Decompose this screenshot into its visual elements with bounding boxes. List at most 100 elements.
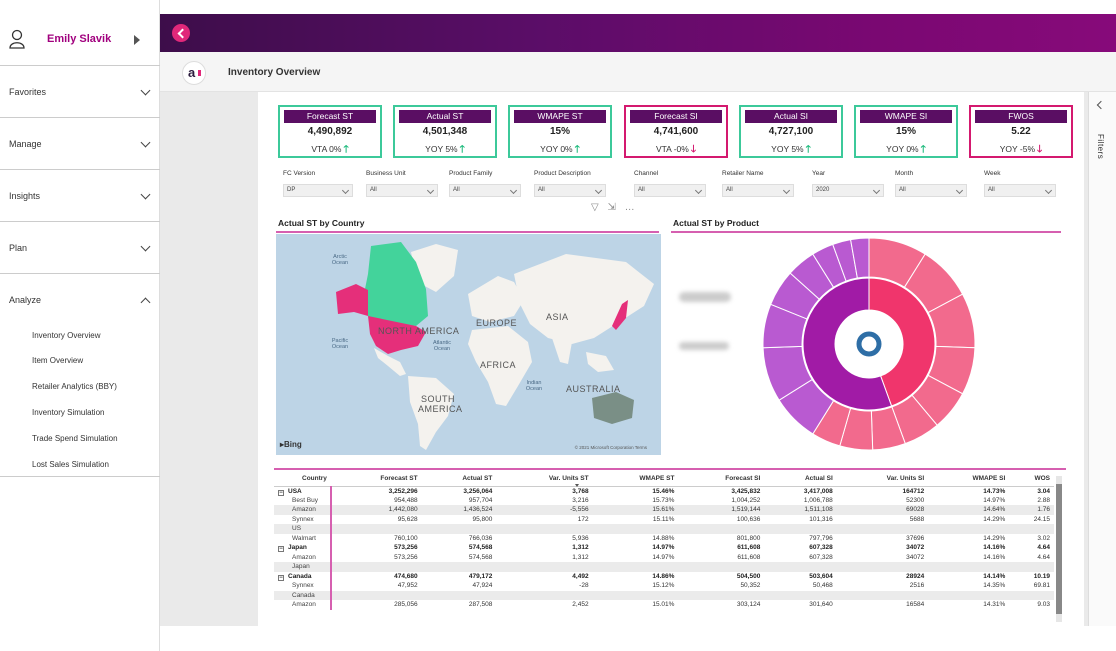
sunburst-segment[interactable] [850,237,870,279]
chevron-down-icon[interactable] [140,85,151,96]
table-cell: 474,680 [394,572,418,580]
data-table[interactable]: Country Forecast ST Actual ST Var. Units ST… [274,468,1066,626]
slicer-dropdown[interactable]: All [895,184,967,197]
nav-section-manage[interactable]: Manage [0,118,160,170]
nav-item-item-overview[interactable]: Item Overview [32,356,84,365]
slicer-product-family: Product Family All [449,170,521,197]
table-row[interactable]: Synnex 95,628 95,800 172 15.11% 100,636 101,31… [274,514,1054,524]
filter-icon[interactable]: ▽ [591,202,599,213]
focus-mode-icon[interactable]: ⇲ [607,202,616,213]
table-row[interactable]: Best Buy 954,488 957,704 3,216 15.73% 1,004,2… [274,495,1054,505]
sort-desc-icon[interactable] [575,484,579,487]
table-row[interactable]: US [274,524,1054,534]
kpi-title: WMAPE SI [860,110,952,123]
map-visual[interactable]: Actual ST by Country [274,216,663,456]
table-cell: 504,500 [736,572,761,580]
table-cell: 95,800 [472,515,493,523]
column-header[interactable]: Forecast ST [330,472,422,487]
product-visual[interactable]: Actual ST by Product [669,216,1067,456]
table-row[interactable]: Amazon 573,256 574,568 1,312 14.97% 611,608 60… [274,552,1054,562]
kpi-card[interactable]: Actual SI 4,727,100 YOY 5% 🡑 [739,105,843,158]
column-header[interactable]: WMAPE SI [928,472,1010,487]
kpi-card[interactable]: WMAPE ST 15% YOY 0% 🡑 [508,105,612,158]
nav-item-inventory-overview[interactable]: Inventory Overview [32,331,101,340]
kpi-card[interactable]: Forecast ST 4,490,892 VTA 0% 🡑 [278,105,382,158]
table-group-row[interactable]: − Japan 573,256 574,568 1,312 14.97% 611,608 60… [274,543,1054,553]
kpi-title: WMAPE ST [514,110,606,123]
nav-section-favorites[interactable]: Favorites [0,66,160,118]
slicer-dropdown[interactable]: All [984,184,1056,197]
column-header[interactable]: Country [274,472,331,487]
slicer-week: Week All [984,170,1056,197]
table-cell: 3,256,064 [463,487,493,495]
map-copyright[interactable]: © 2021 Microsoft Corporation Terms [574,445,647,450]
land-south-america [408,376,454,450]
table-group-row[interactable]: − Canada 474,680 479,172 4,492 14.86% 504,500 5… [274,571,1054,581]
column-header[interactable]: Var. Units ST [496,472,593,487]
collapse-icon[interactable]: − [278,574,284,581]
sunburst-segment[interactable] [802,277,893,411]
table-cell: − Canada [274,571,332,581]
slicer-dropdown[interactable]: All [634,184,706,197]
table-cell: 766,036 [468,534,493,542]
collapse-icon[interactable]: − [278,546,284,553]
slicer-dropdown[interactable]: All [722,184,794,197]
slicer-dropdown[interactable]: All [534,184,606,197]
table-row[interactable]: Canada [274,590,1054,600]
nav-item-retailer-analytics[interactable]: Retailer Analytics (BBY) [32,382,117,391]
chevron-down-icon[interactable] [140,137,151,148]
table-scrollbar[interactable] [1056,476,1062,622]
kpi-card[interactable]: Actual ST 4,501,348 YOY 5% 🡑 [393,105,497,158]
nav-item-lost-sales-simulation[interactable]: Lost Sales Simulation [32,460,109,469]
table-cell: Amazon [274,505,332,515]
table-row[interactable]: Synnex 47,952 47,924 -28 15.12% 50,352 50,468 2… [274,581,1054,591]
slicer-dropdown[interactable]: DP [283,184,353,197]
caret-right-icon[interactable] [134,35,140,45]
column-header[interactable]: WOS [1009,472,1054,487]
filters-pane[interactable]: Filters [1088,92,1116,626]
nav-section-analyze[interactable]: Analyze [0,274,160,326]
table-cell: 15.73% [652,496,675,504]
chevron-down-icon[interactable] [140,189,151,200]
kpi-value: 15% [895,126,916,137]
chevron-down-icon[interactable] [140,241,151,252]
kpi-card[interactable]: FWOS 5.22 YOY -5% 🡓 [969,105,1073,158]
chevron-up-icon[interactable] [140,297,151,308]
nav-item-inventory-simulation[interactable]: Inventory Simulation [32,408,105,417]
table-row[interactable]: Amazon 1,442,080 1,436,524 -5,556 15.61% 1,51… [274,505,1054,515]
chevron-left-icon[interactable] [1096,100,1106,110]
scrollbar-thumb[interactable] [1056,484,1062,614]
slicer-dropdown[interactable]: All [366,184,438,197]
table-row[interactable]: Walmart 760,100 766,036 5,936 14.88% 801,800 7… [274,533,1054,543]
column-header[interactable]: Forecast SI [678,472,765,487]
arrow-up-icon: 🡑 [920,144,926,155]
nav-section-insights[interactable]: Insights [0,170,160,222]
column-header[interactable]: Actual ST [421,472,497,487]
table-group-row[interactable]: − USA 3,252,296 3,256,064 3,768 15.46% 3,425,8… [274,486,1054,496]
table-cell: 301,640 [809,601,833,609]
nav-section-plan[interactable]: Plan [0,222,160,274]
column-header[interactable]: Actual SI [764,472,837,487]
table-row[interactable]: Amazon 285,056 287,508 2,452 15.01% 303,124 30… [274,600,1054,610]
slicer-dropdown[interactable]: All [449,184,521,197]
product-sunburst[interactable] [749,234,989,454]
sunburst-segment[interactable] [868,277,936,407]
column-header[interactable]: Var. Units SI [836,472,929,487]
world-map[interactable]: NORTH AMERICA SOUTH AMERICA EUROPE ASIA … [276,234,661,455]
user-menu[interactable]: Emily Slavik [0,0,160,66]
row-label: Japan [288,544,307,552]
table-cell: 15.11% [652,515,675,523]
slicer-dropdown[interactable]: 2020 [812,184,884,197]
collapse-icon[interactable]: − [278,489,284,496]
table-cell: 5,936 [572,534,589,542]
back-button[interactable] [172,24,190,42]
nav-item-trade-spend-simulation[interactable]: Trade Spend Simulation [32,434,118,443]
table-row[interactable]: Japan [274,562,1054,572]
more-options-icon[interactable]: … [624,202,635,213]
kpi-card[interactable]: WMAPE SI 15% YOY 0% 🡑 [854,105,958,158]
title-underline [671,231,1061,233]
kpi-card[interactable]: Forecast SI 4,741,600 VTA -0% 🡓 [624,105,728,158]
column-header[interactable]: WMAPE ST [592,472,679,487]
table-cell: Synnex [274,581,332,591]
country-usa [368,316,426,354]
